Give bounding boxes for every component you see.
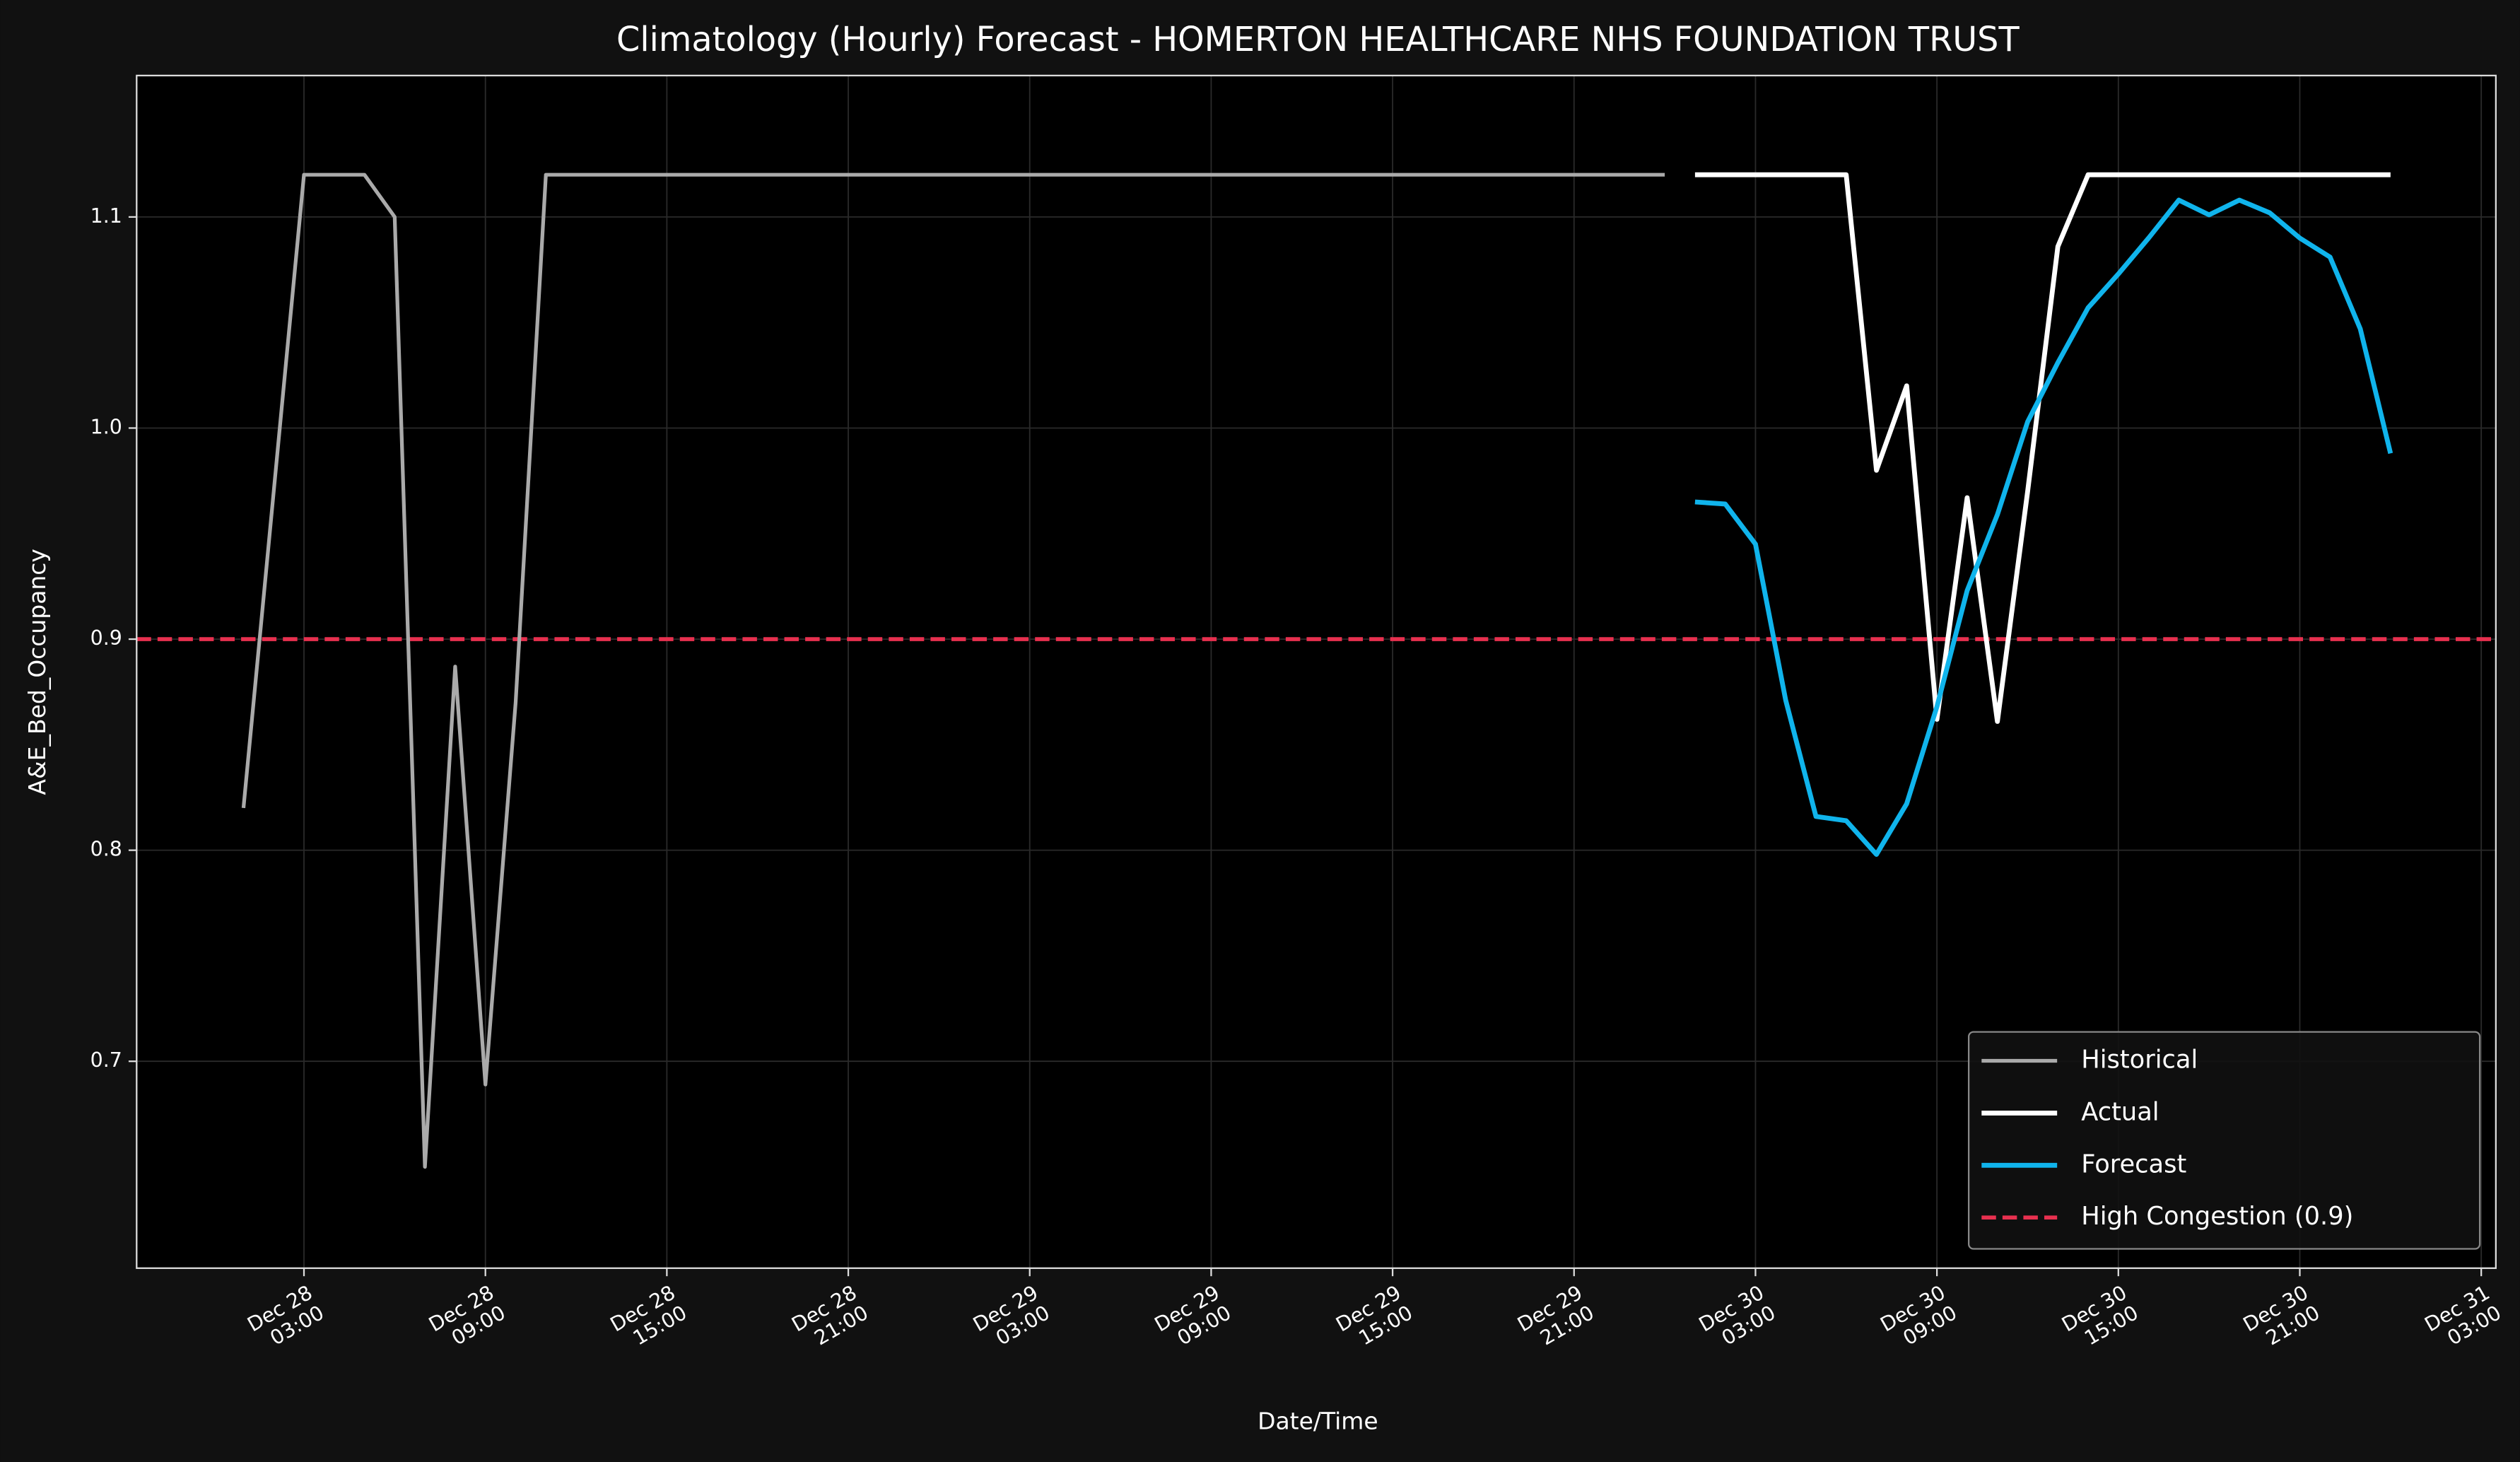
legend-label: Historical [2081, 1046, 2198, 1075]
series-line [1694, 197, 2393, 858]
series-line [1694, 172, 2391, 724]
y-tick-label: 0.9 [90, 626, 122, 650]
x-tick-label: Dec 3103:00 [2420, 1281, 2505, 1357]
lines [136, 172, 2496, 1169]
x-tick-label: Dec 2803:00 [243, 1281, 328, 1357]
legend-label: Forecast [2081, 1150, 2186, 1179]
chart-title: Climatology (Hourly) Forecast - HOMERTON… [616, 21, 2020, 59]
legend-label: Actual [2081, 1097, 2159, 1126]
y-axis-label: A&E_Bed_Occupancy [23, 549, 51, 795]
y-tick-label: 1.0 [90, 415, 122, 438]
legend-label: High Congestion (0.9) [2081, 1202, 2353, 1231]
y-tick-label: 0.7 [90, 1048, 122, 1072]
series-line [241, 172, 1665, 1169]
legend: Historical Actual Forecast High Congestion … [1967, 1031, 2481, 1250]
plot-frame [136, 74, 2497, 1269]
legend-box [1967, 1031, 2481, 1250]
y-tick-label: 0.8 [90, 838, 122, 861]
y-tick-label: 1.1 [90, 204, 122, 228]
x-axis-label: Date/Time [1258, 1408, 1378, 1435]
